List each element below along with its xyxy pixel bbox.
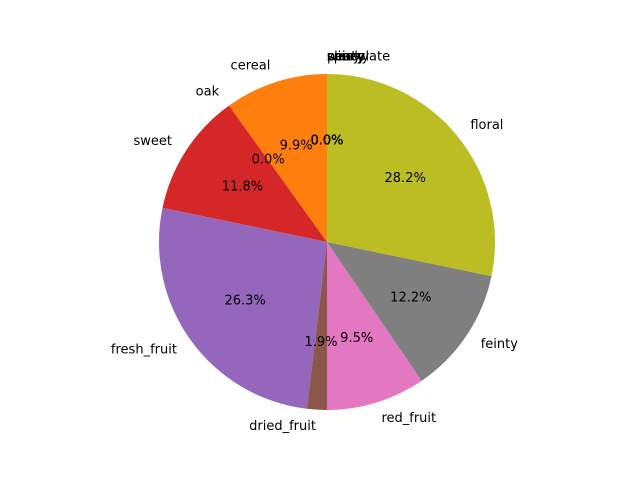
wedge-dried-fruit <box>306 242 327 410</box>
pie-wedges <box>158 73 496 410</box>
pct-label-peaty: 0.0% <box>310 134 343 149</box>
pct-label-feinty: 12.2% <box>390 290 431 305</box>
category-label-peaty: peaty <box>327 50 364 65</box>
wedge-sweet <box>162 105 327 242</box>
category-label-smoky: smoky <box>327 50 369 65</box>
category-label-winey: winey <box>327 50 365 65</box>
pct-label-cereal: 9.9% <box>280 139 313 154</box>
category-labels: chocolate cereal oak sweet fresh_fruit dried_… <box>111 50 518 434</box>
pct-label-sweet: 11.8% <box>222 180 263 195</box>
wedge-floral <box>327 73 496 277</box>
pct-label-winey: 0.0% <box>310 134 343 149</box>
category-label-fresh-fruit: fresh_fruit <box>111 342 177 357</box>
category-label-cereal: cereal <box>231 59 271 74</box>
category-label-floral: floral <box>470 118 503 133</box>
pct-label-spicy: 0.0% <box>310 134 343 149</box>
pct-label-floral: 28.2% <box>385 171 426 186</box>
category-label-oak: oak <box>196 84 220 99</box>
wedge-red-fruit <box>327 242 422 410</box>
pct-label-oak: 0.0% <box>252 153 285 168</box>
wedge-fresh-fruit <box>158 207 327 409</box>
wedge-feinty <box>327 242 492 381</box>
category-label-dried-fruit: dried_fruit <box>249 419 316 434</box>
category-label-sweet: sweet <box>134 134 173 149</box>
percent-labels: 0.0%9.9%0.0% 11.8% 26.3% 1.9% 9.5% 12.2% 28.2%… <box>222 134 432 350</box>
category-label-spicy: spicy <box>327 50 361 65</box>
pct-label-smoky: 0.0% <box>310 134 343 149</box>
wedge-cereal <box>228 74 327 242</box>
pct-label-dried-fruit: 1.9% <box>304 335 337 350</box>
pct-label-red-fruit: 9.5% <box>340 331 373 346</box>
pct-label-chocolate: 0.0% <box>310 134 343 149</box>
pct-label-fresh-fruit: 26.3% <box>224 293 265 308</box>
category-label-feinty: feinty <box>481 337 519 352</box>
category-label-chocolate: chocolate <box>327 50 390 65</box>
category-label-red-fruit: red_fruit <box>381 411 436 426</box>
